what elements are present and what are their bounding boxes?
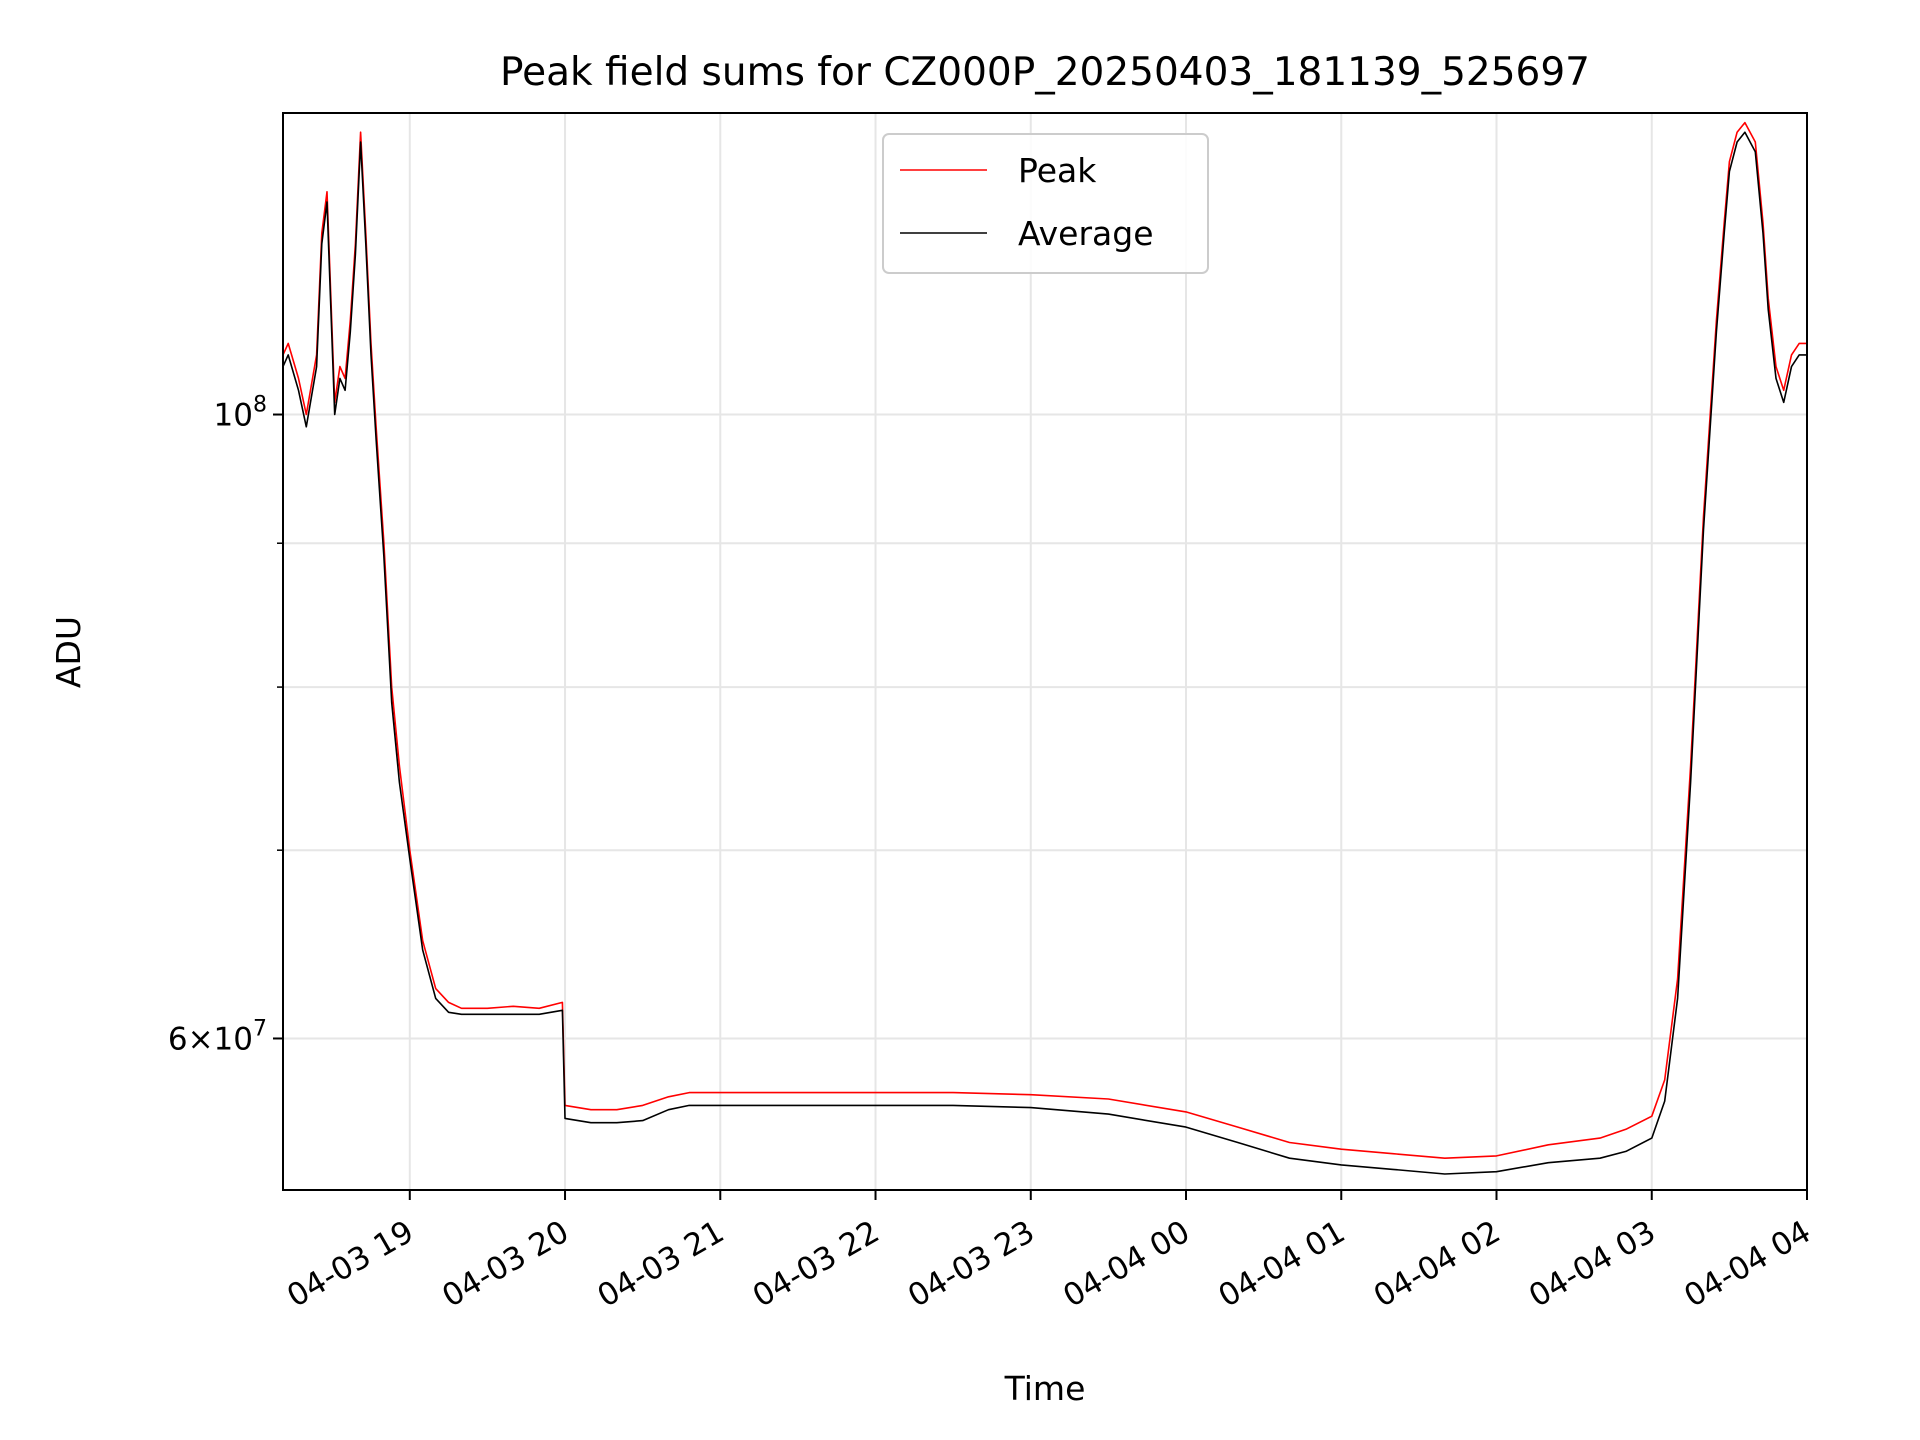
legend-label-peak: Peak <box>1018 151 1097 190</box>
chart-title: Peak field sums for CZ000P_20250403_1811… <box>500 50 1590 95</box>
plot-series <box>283 121 1807 1175</box>
y-axis-label: ADU <box>49 616 88 688</box>
y-tick-label: 108 <box>214 393 267 434</box>
y-tick-times: × <box>188 1021 214 1057</box>
legend: Peak Average <box>882 133 1209 274</box>
y-tick-base: 10 <box>214 398 253 434</box>
legend-label-average: Average <box>1018 214 1154 253</box>
y-tick-exponent: 7 <box>253 1016 267 1041</box>
y-tick-exponent: 8 <box>253 393 267 418</box>
y-tick-base: 10 <box>214 1021 253 1057</box>
y-tick-label: 6×107 <box>168 1016 267 1057</box>
series-line-average <box>283 131 1807 1175</box>
y-tick-mantissa: 6 <box>168 1021 188 1057</box>
legend-box <box>882 133 1209 274</box>
x-axis-label: Time <box>1004 1369 1086 1408</box>
plot-frame <box>282 112 1808 1191</box>
